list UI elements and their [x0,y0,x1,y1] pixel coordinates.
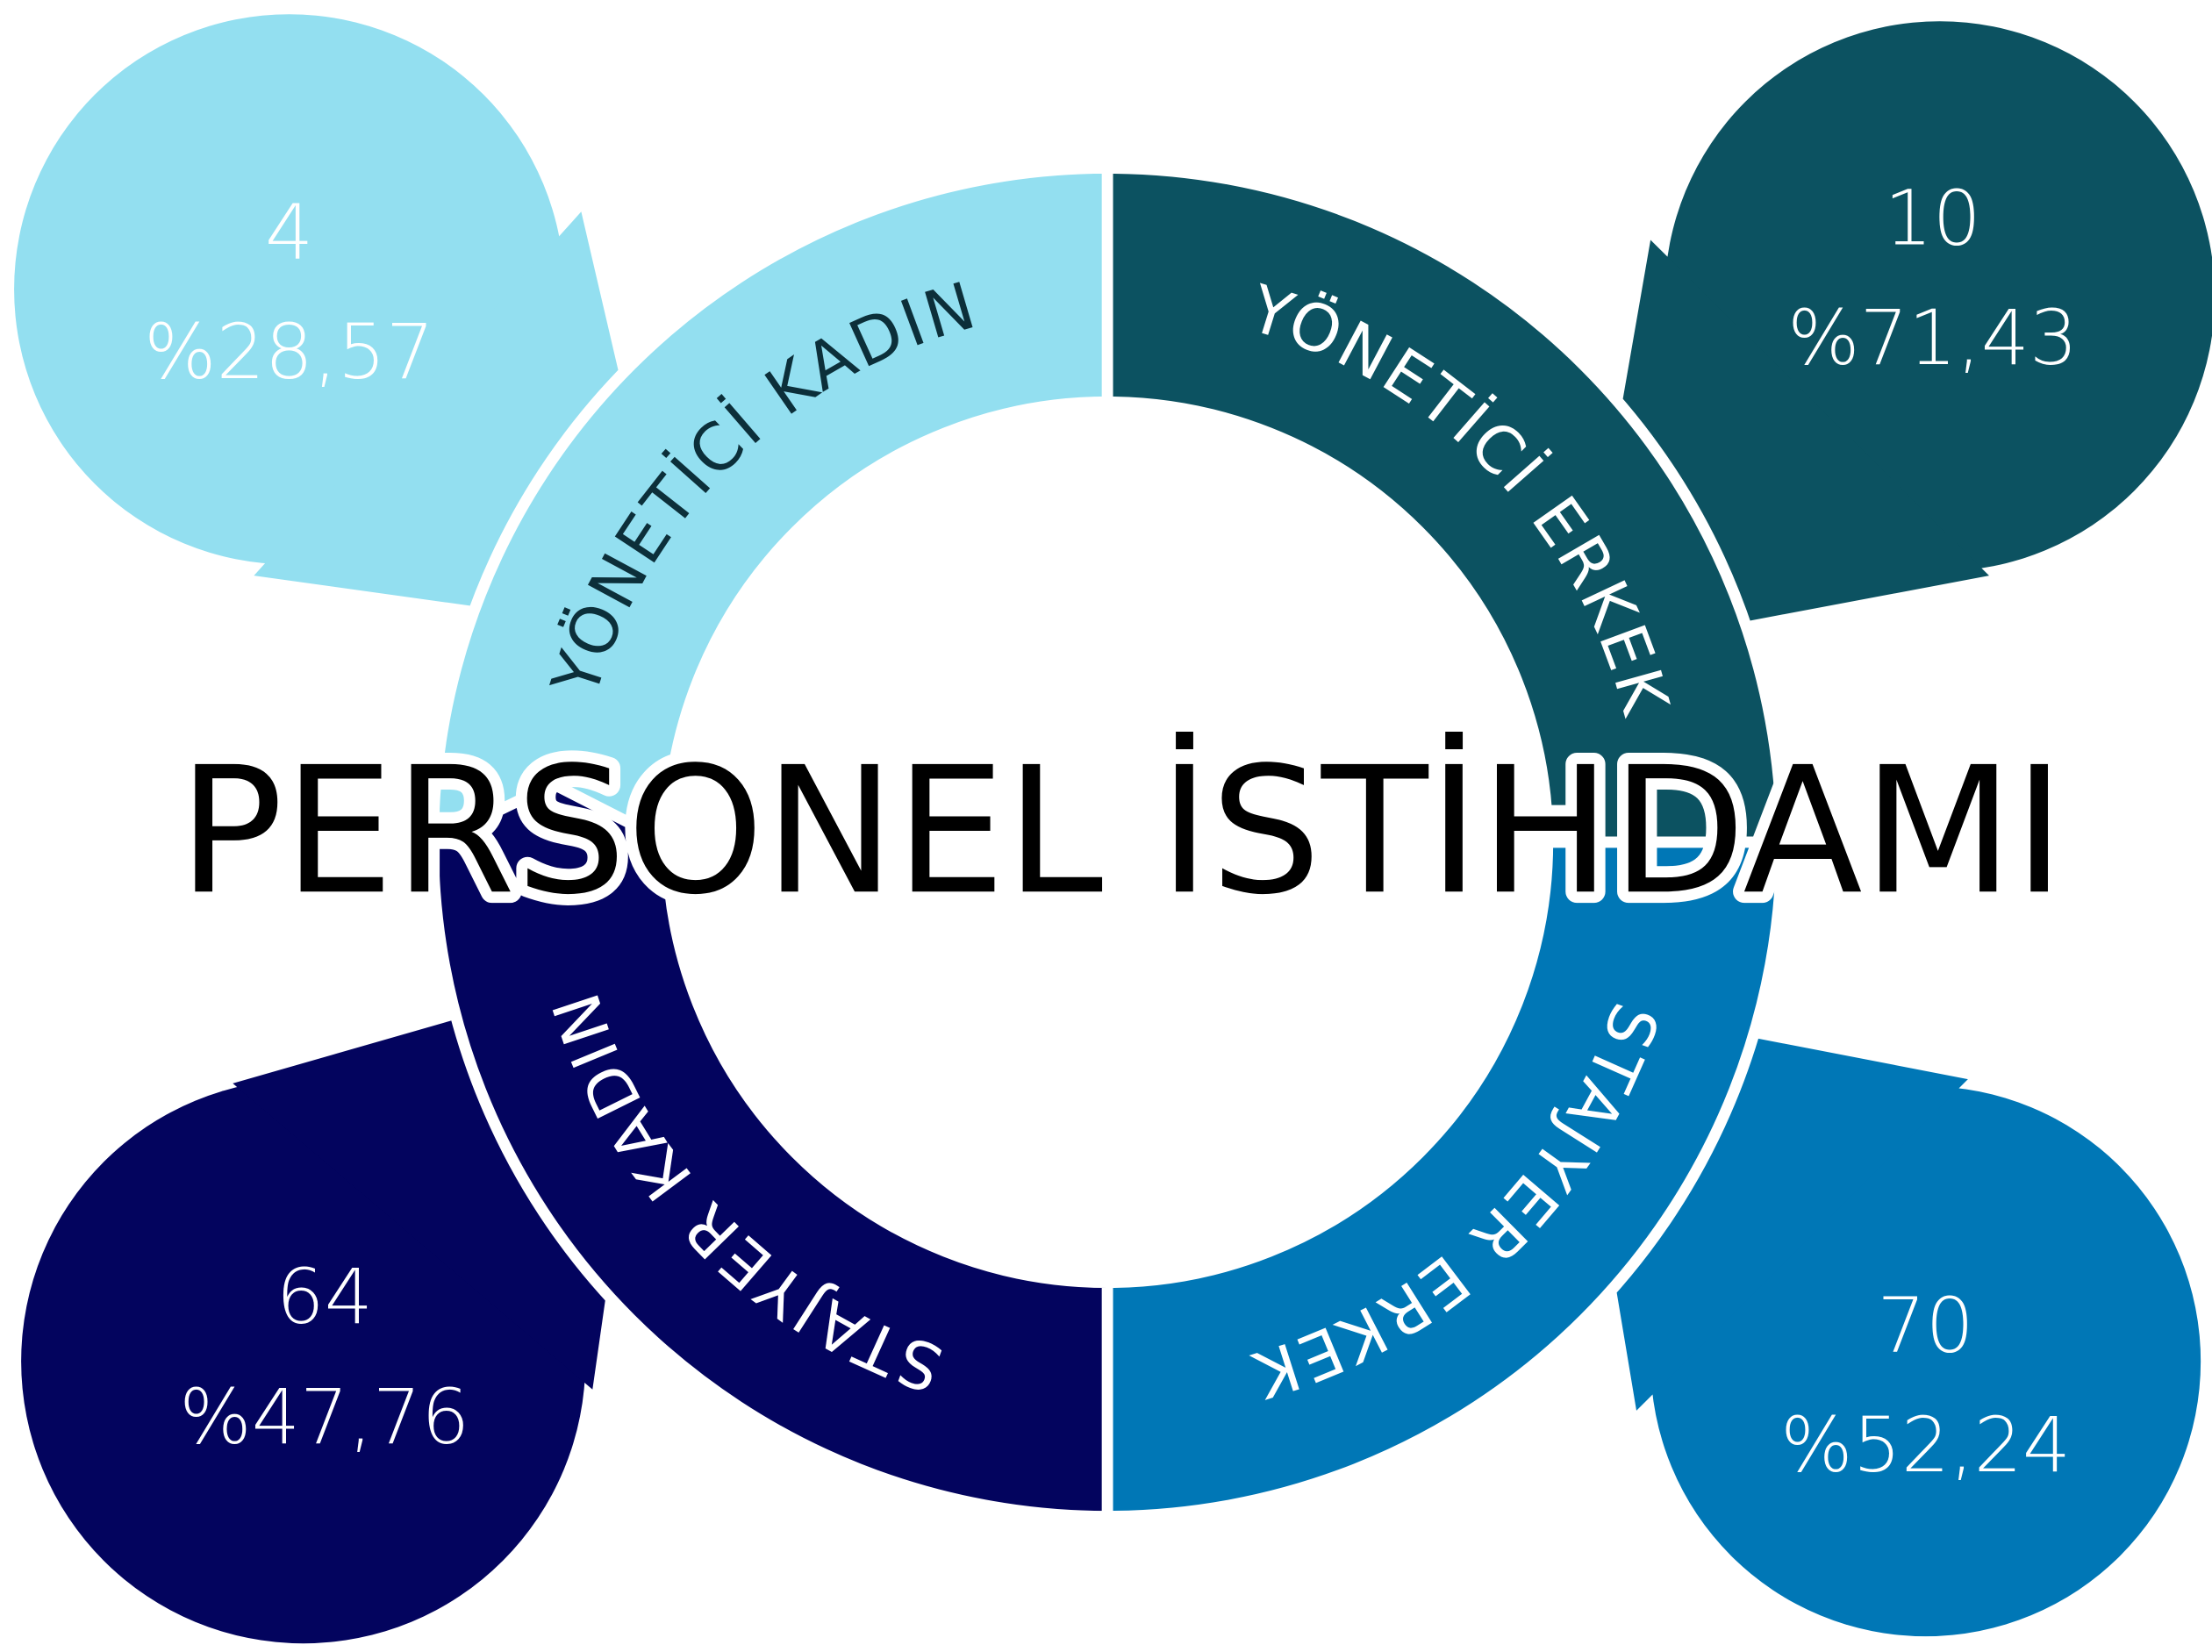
count: 4 [265,188,313,276]
blob-tail [1621,240,1989,621]
ring-segment [427,162,1172,848]
ring-segment [1042,836,1788,1522]
percent: %28,57 [144,308,434,397]
percent: %47,76 [179,1373,469,1462]
ring-segment [1101,162,1788,907]
title: PERSONEL İSTİHDAMI [178,730,2065,933]
count: 70 [1877,1281,1973,1370]
count: 64 [276,1253,373,1341]
blob-tail [233,1018,607,1390]
percent: %52,24 [1780,1401,2071,1490]
ring [427,162,1788,1522]
blobs [14,14,2212,1644]
percent: %71,43 [1787,294,2078,383]
count: 10 [1884,174,1980,262]
ring-segment [427,777,1113,1522]
